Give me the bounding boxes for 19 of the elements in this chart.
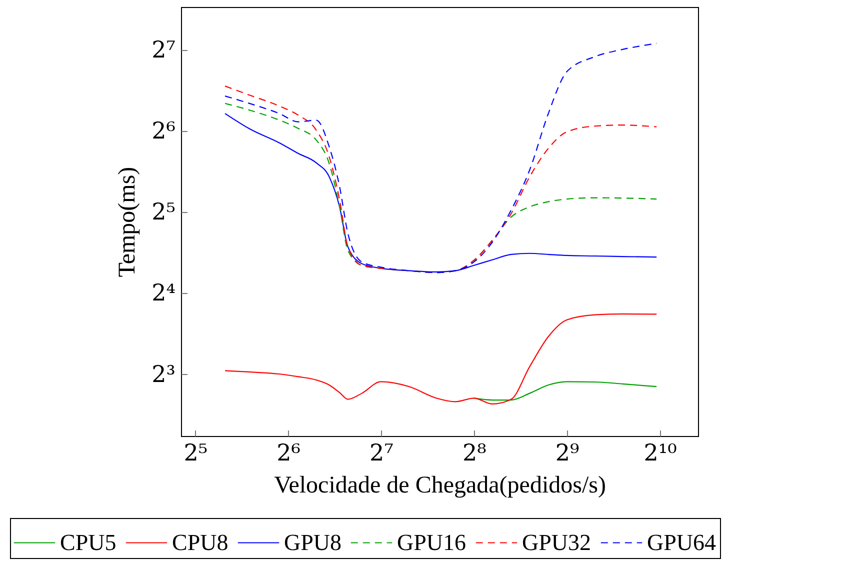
x-tick-label: 2⁷ — [370, 440, 394, 466]
y-tick-label: 2⁵ — [152, 200, 176, 226]
y-tick-label: 2⁴ — [152, 280, 176, 307]
y-axis-title: Tempo(ms) — [114, 166, 141, 278]
y-tick-label: 2⁶ — [152, 118, 176, 145]
legend-label: GPU64 — [647, 530, 717, 555]
legend-label: CPU5 — [60, 530, 116, 555]
x-tick-label: 2⁹ — [555, 440, 580, 466]
x-tick-label: 2⁵ — [184, 440, 208, 466]
x-tick-label: 2¹⁰ — [644, 440, 677, 466]
x-tick-label: 2⁸ — [462, 440, 486, 466]
x-tick-label: 2⁶ — [276, 440, 300, 466]
legend-label: CPU8 — [172, 530, 228, 555]
legend-label: GPU16 — [397, 530, 466, 555]
y-tick-label: 2³ — [152, 362, 176, 388]
y-tick-label: 2⁷ — [152, 38, 176, 64]
legend-label: GPU32 — [522, 530, 592, 555]
legend-label: GPU8 — [284, 530, 342, 555]
x-axis-title: Velocidade de Chegada(pedidos/s) — [274, 472, 606, 498]
